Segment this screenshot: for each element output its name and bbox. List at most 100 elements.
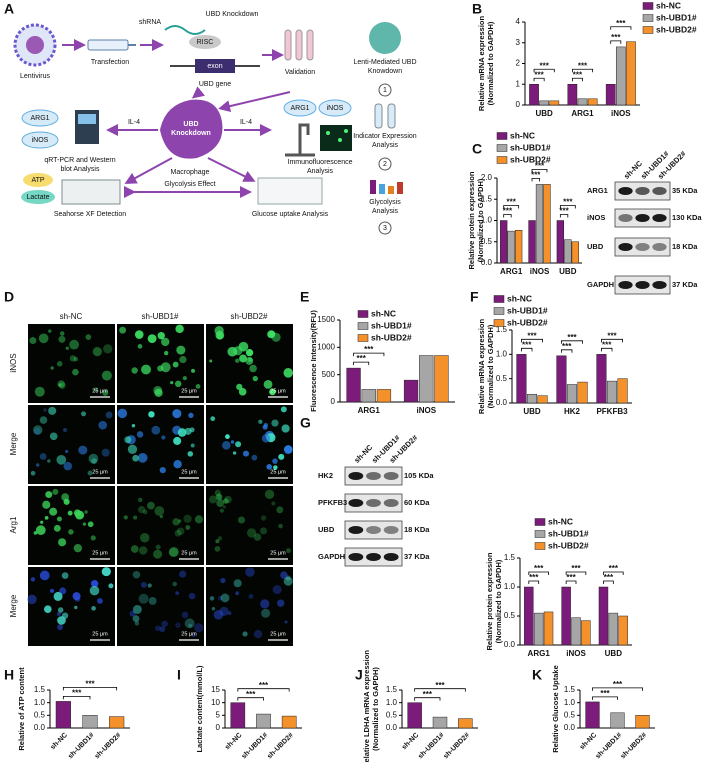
y-tick-label: 0.0 <box>386 723 398 732</box>
cell <box>253 533 262 541</box>
blot-row-label: UBD <box>318 525 335 534</box>
y-tick-label: 1.5 <box>34 685 46 694</box>
cell <box>93 387 99 393</box>
cell <box>73 509 81 517</box>
bar <box>571 241 579 264</box>
cell <box>33 425 43 435</box>
syringe-icon <box>87 39 129 51</box>
bar <box>577 381 588 404</box>
significance-label: *** <box>600 689 610 698</box>
significance-bracket <box>237 697 264 701</box>
cell <box>35 463 40 467</box>
y-tick-label: 15 <box>211 685 220 694</box>
cell <box>216 499 225 507</box>
panel-letter: H <box>4 667 14 683</box>
y-tick-label: 1.0 <box>496 349 508 358</box>
cell <box>39 416 48 424</box>
cell <box>108 583 114 589</box>
cell <box>81 411 87 417</box>
cell <box>44 515 49 520</box>
blot-band <box>635 187 650 195</box>
significance-label: *** <box>246 690 256 699</box>
cell <box>38 333 49 344</box>
y-tick-label: 0.5 <box>496 374 508 383</box>
bar <box>605 84 616 106</box>
cell <box>261 608 271 618</box>
cell <box>220 577 226 584</box>
legend-label: sh-UBD2# <box>656 24 697 34</box>
qpcr-label: qRT-PCR and Western <box>44 157 115 164</box>
cell <box>238 388 247 396</box>
column-label: sh-UBD2# <box>231 312 268 321</box>
cell <box>98 420 108 430</box>
blot-band <box>348 472 364 480</box>
bar <box>587 98 598 106</box>
y-axis-label: Relative protein expression <box>467 171 476 269</box>
cell <box>59 587 67 595</box>
cell <box>42 500 51 509</box>
step-number: 1 <box>383 87 387 94</box>
step-badge <box>378 157 392 171</box>
bar <box>561 586 571 646</box>
bar <box>376 389 392 403</box>
y-axis-label: (Normalized to GAPDH) <box>486 21 495 105</box>
diagram-label: Lentivirus <box>20 73 50 80</box>
cell <box>73 543 83 553</box>
bar <box>514 230 523 264</box>
significance-bracket <box>559 214 569 218</box>
micrograph: 25 μm <box>117 567 204 646</box>
y-tick-label: 0.5 <box>564 710 576 719</box>
cell <box>276 506 284 514</box>
cell <box>172 581 178 587</box>
cell <box>148 597 157 605</box>
marker-label: ARG1 <box>290 105 309 112</box>
cell <box>225 434 230 440</box>
cell <box>175 324 184 334</box>
bar <box>434 355 449 403</box>
y-axis-label: Fluorescence Intensity(RFU) <box>309 310 318 412</box>
micrograph: 25 μm <box>206 567 293 646</box>
significance-bracket <box>610 26 632 30</box>
cell <box>146 501 155 510</box>
significance-label: *** <box>522 340 532 349</box>
cell <box>134 330 144 339</box>
significance-bracket <box>601 338 623 343</box>
cell <box>57 624 63 631</box>
cell <box>237 516 245 524</box>
cell <box>161 435 166 440</box>
significance-label: *** <box>259 681 269 690</box>
bar <box>564 239 572 264</box>
cell <box>48 329 52 333</box>
cell <box>91 606 96 611</box>
cell <box>58 538 67 547</box>
cell <box>188 412 194 419</box>
legend-label: sh-UBD2# <box>548 540 589 550</box>
x-tick-label: PFKFB3 <box>596 407 628 416</box>
y-tick-label: 0.5 <box>481 237 493 246</box>
shrna-icon <box>164 25 206 35</box>
cell <box>85 334 92 340</box>
blot-size-label: 18 KDa <box>672 242 698 251</box>
blot-band <box>652 187 667 195</box>
arrow <box>124 157 173 184</box>
micrograph-bg <box>206 405 293 484</box>
cell <box>263 422 268 428</box>
y-axis-label: Relative mRNA expression <box>477 16 486 112</box>
bar <box>109 716 125 729</box>
scale-bar-label: 25 μm <box>92 388 108 394</box>
cell <box>78 445 88 455</box>
cell <box>172 409 182 419</box>
blot-band <box>348 553 364 561</box>
significance-label: *** <box>534 70 544 79</box>
cell <box>74 605 78 610</box>
diagram-label: shRNA <box>139 19 162 26</box>
legend-swatch <box>496 132 508 140</box>
cell <box>188 592 196 600</box>
cell <box>217 536 223 541</box>
significance-label: *** <box>529 573 539 582</box>
significance-label: *** <box>567 333 577 342</box>
scale-bar-label: 25 μm <box>92 550 108 556</box>
y-tick-label: 10 <box>211 698 220 707</box>
cell <box>67 510 73 516</box>
significance-label: *** <box>566 573 576 582</box>
